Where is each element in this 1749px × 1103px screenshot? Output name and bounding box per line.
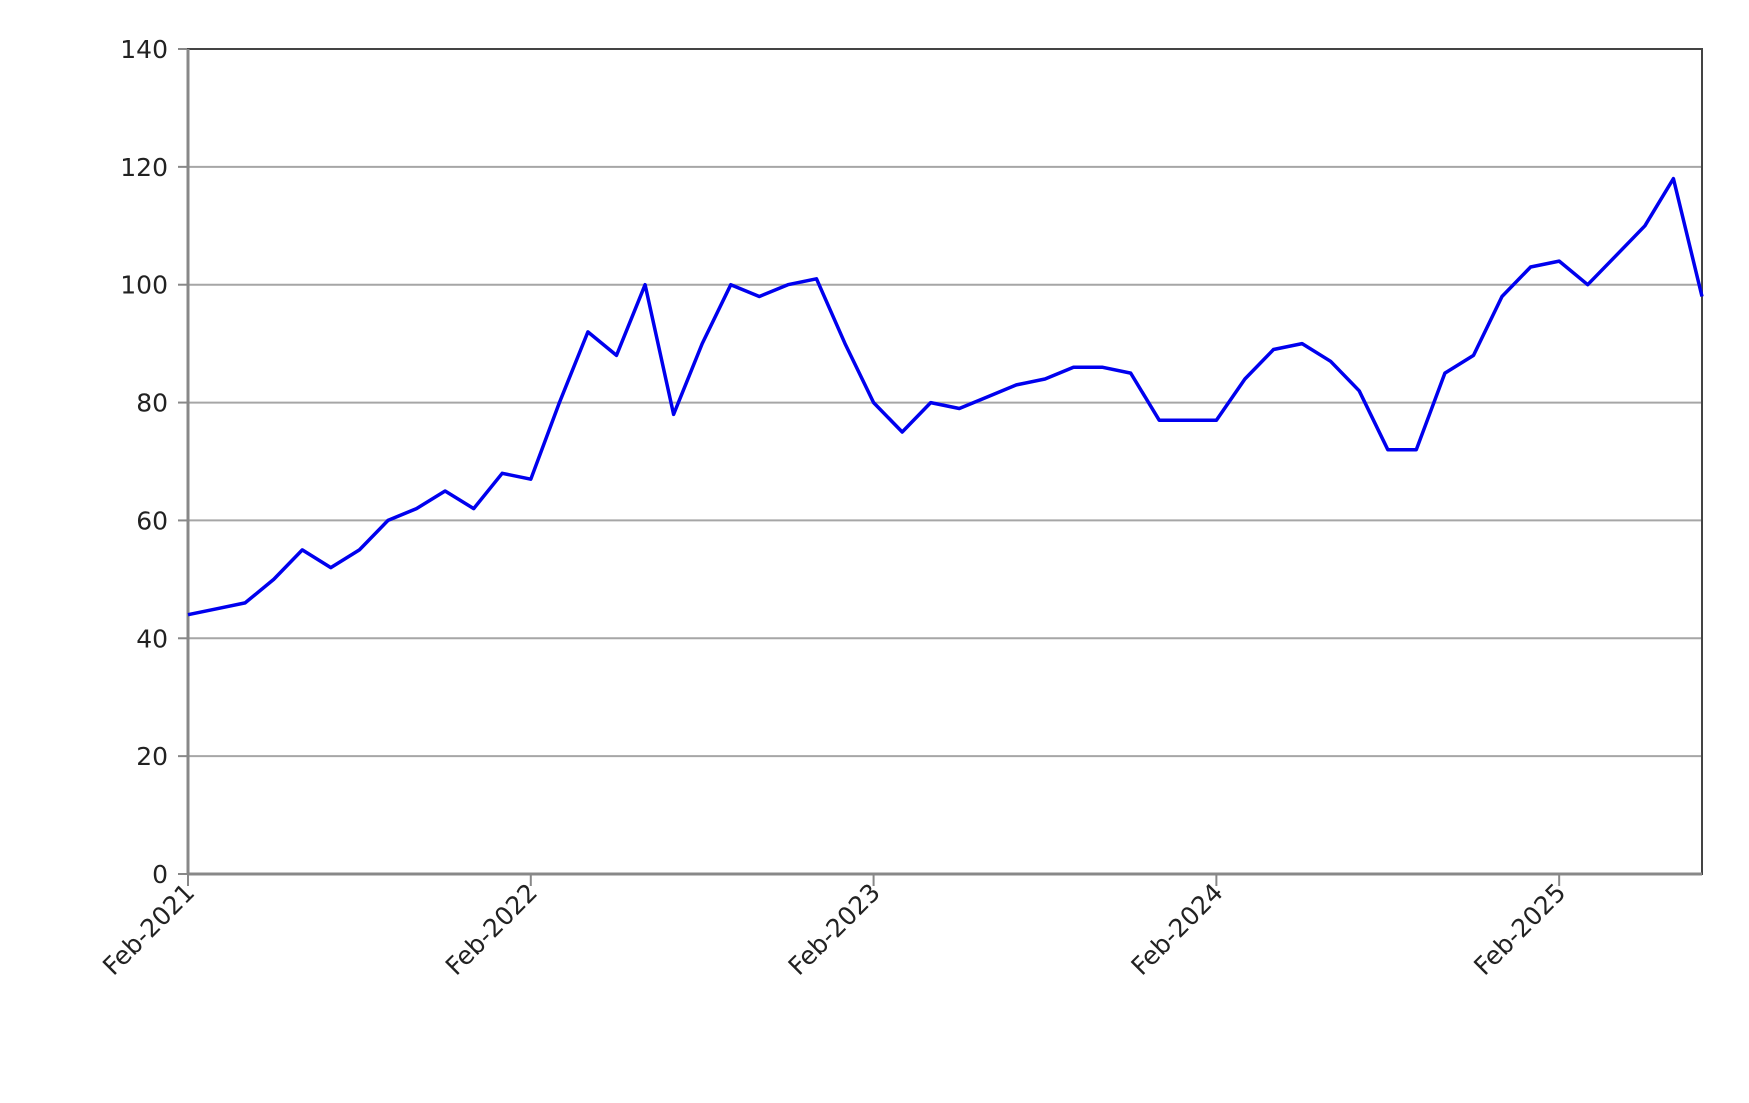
y-tick-label: 100 <box>120 271 168 300</box>
x-tick-label: Feb-2022 <box>440 878 543 981</box>
y-tick-label: 60 <box>136 506 168 535</box>
y-tick-label: 40 <box>136 624 168 653</box>
y-tick-label: 120 <box>120 153 168 182</box>
x-tick-label: Feb-2021 <box>97 878 200 981</box>
y-tick-label: 0 <box>152 860 168 889</box>
plot-frame <box>187 48 1703 875</box>
y-tick-label: 140 <box>120 35 168 64</box>
y-tick-label: 80 <box>136 389 168 418</box>
x-tick-label: Feb-2023 <box>783 878 886 981</box>
line-series <box>187 176 1704 617</box>
x-tick-label: Feb-2024 <box>1125 878 1228 981</box>
y-tick-label: 20 <box>136 742 168 771</box>
x-tick-label: Feb-2025 <box>1468 878 1571 981</box>
